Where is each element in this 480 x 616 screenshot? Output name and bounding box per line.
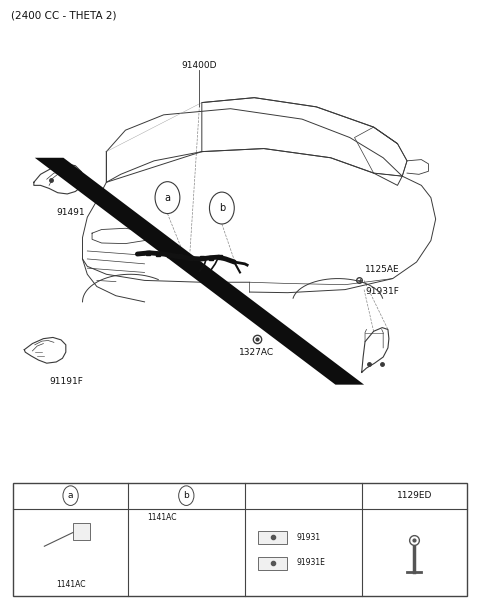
- Polygon shape: [35, 158, 364, 384]
- Text: 1327AC: 1327AC: [239, 348, 274, 357]
- Text: 1141AC: 1141AC: [56, 580, 85, 589]
- Text: a: a: [165, 193, 170, 203]
- Text: 1129ED: 1129ED: [396, 491, 432, 500]
- Text: 91400D: 91400D: [182, 61, 217, 70]
- Text: a: a: [68, 491, 73, 500]
- Text: 91931F: 91931F: [365, 286, 399, 296]
- Text: b: b: [219, 203, 225, 213]
- FancyBboxPatch shape: [258, 531, 288, 545]
- FancyBboxPatch shape: [258, 557, 288, 570]
- FancyBboxPatch shape: [73, 523, 90, 540]
- Text: (2400 CC - THETA 2): (2400 CC - THETA 2): [11, 10, 117, 20]
- FancyBboxPatch shape: [13, 483, 467, 596]
- Text: 91191F: 91191F: [49, 376, 83, 386]
- Text: 1141AC: 1141AC: [147, 513, 177, 522]
- Text: 91491: 91491: [56, 208, 85, 217]
- Text: 91931: 91931: [296, 533, 320, 541]
- Text: 91931E: 91931E: [296, 558, 325, 567]
- Text: b: b: [183, 491, 189, 500]
- Text: 1125AE: 1125AE: [365, 265, 400, 274]
